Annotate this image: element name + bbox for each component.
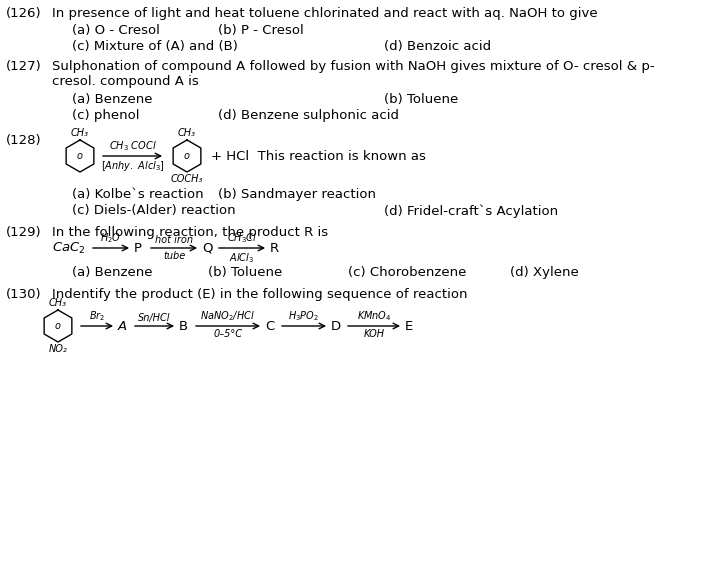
Text: hot iron: hot iron bbox=[155, 235, 193, 245]
Text: D: D bbox=[331, 320, 341, 332]
Text: $H_3PO_2$: $H_3PO_2$ bbox=[288, 309, 320, 323]
Text: (a) O - Cresol: (a) O - Cresol bbox=[72, 24, 160, 37]
Text: NaNO$_2$/HCl: NaNO$_2$/HCl bbox=[201, 309, 256, 323]
Text: (127): (127) bbox=[6, 60, 42, 73]
Text: (b) Sandmayer reaction: (b) Sandmayer reaction bbox=[218, 188, 376, 201]
Text: COCH₃: COCH₃ bbox=[171, 174, 203, 184]
Text: In presence of light and heat toluene chlorinated and react with aq. NaOH to giv: In presence of light and heat toluene ch… bbox=[52, 7, 597, 20]
Text: $H_2O$: $H_2O$ bbox=[100, 231, 122, 245]
Text: CH₃: CH₃ bbox=[178, 128, 196, 138]
Text: CH₃: CH₃ bbox=[71, 128, 89, 138]
Text: $CH_3Cl$: $CH_3Cl$ bbox=[227, 231, 257, 245]
Text: KOH: KOH bbox=[363, 329, 384, 339]
Text: $KMnO_4$: $KMnO_4$ bbox=[357, 309, 392, 323]
Text: In the following reaction, the product R is: In the following reaction, the product R… bbox=[52, 226, 328, 239]
Text: Indentify the product (E) in the following sequence of reaction: Indentify the product (E) in the followi… bbox=[52, 288, 468, 301]
Text: Q: Q bbox=[202, 241, 212, 255]
Text: CH₃: CH₃ bbox=[49, 298, 67, 308]
Text: $CH_3\ COCl$: $CH_3\ COCl$ bbox=[108, 139, 157, 153]
Text: (d) Benzene sulphonic acid: (d) Benzene sulphonic acid bbox=[218, 109, 399, 122]
Text: 0–5°C: 0–5°C bbox=[214, 329, 243, 339]
Text: Sulphonation of compound A followed by fusion with NaOH gives mixture of O- cres: Sulphonation of compound A followed by f… bbox=[52, 60, 654, 73]
Text: $Br_2$: $Br_2$ bbox=[89, 309, 105, 323]
Text: + HCl  This reaction is known as: + HCl This reaction is known as bbox=[211, 149, 426, 163]
Text: (c) Mixture of (A) and (B): (c) Mixture of (A) and (B) bbox=[72, 40, 238, 53]
Text: (c) Diels-(Alder) reaction: (c) Diels-(Alder) reaction bbox=[72, 204, 236, 217]
Text: (b) Toluene: (b) Toluene bbox=[384, 93, 459, 106]
Text: o: o bbox=[184, 151, 190, 161]
Text: A: A bbox=[118, 320, 127, 332]
Text: (d) Benzoic acid: (d) Benzoic acid bbox=[384, 40, 491, 53]
Text: R: R bbox=[270, 241, 279, 255]
Text: P: P bbox=[134, 241, 142, 255]
Text: (b) P - Cresol: (b) P - Cresol bbox=[218, 24, 304, 37]
Text: (a) Benzene: (a) Benzene bbox=[72, 266, 152, 279]
Text: (c) phenol: (c) phenol bbox=[72, 109, 140, 122]
Text: B: B bbox=[179, 320, 188, 332]
Text: (130): (130) bbox=[6, 288, 41, 301]
Text: (d) Xylene: (d) Xylene bbox=[510, 266, 579, 279]
Text: (b) Toluene: (b) Toluene bbox=[208, 266, 282, 279]
Text: (126): (126) bbox=[6, 7, 41, 20]
Text: (d) Fridel-craft`s Acylation: (d) Fridel-craft`s Acylation bbox=[384, 204, 558, 218]
Text: cresol. compound A is: cresol. compound A is bbox=[52, 75, 199, 88]
Text: Sn/HCl: Sn/HCl bbox=[138, 313, 171, 323]
Text: $AlCl_3$: $AlCl_3$ bbox=[229, 251, 255, 265]
Text: (128): (128) bbox=[6, 134, 41, 147]
Text: o: o bbox=[77, 151, 83, 161]
Text: $CaC_2$: $CaC_2$ bbox=[52, 240, 85, 255]
Text: $[Anhy.\ Alcl_3]$: $[Anhy.\ Alcl_3]$ bbox=[100, 159, 164, 173]
Text: o: o bbox=[55, 321, 61, 331]
Text: E: E bbox=[405, 320, 413, 332]
Text: tube: tube bbox=[163, 251, 185, 261]
Text: (a) Kolbe`s reaction: (a) Kolbe`s reaction bbox=[72, 188, 204, 201]
Text: (c) Chorobenzene: (c) Chorobenzene bbox=[348, 266, 466, 279]
Text: NO₂: NO₂ bbox=[48, 344, 68, 354]
Text: C: C bbox=[265, 320, 274, 332]
Text: (a) Benzene: (a) Benzene bbox=[72, 93, 152, 106]
Text: (129): (129) bbox=[6, 226, 41, 239]
